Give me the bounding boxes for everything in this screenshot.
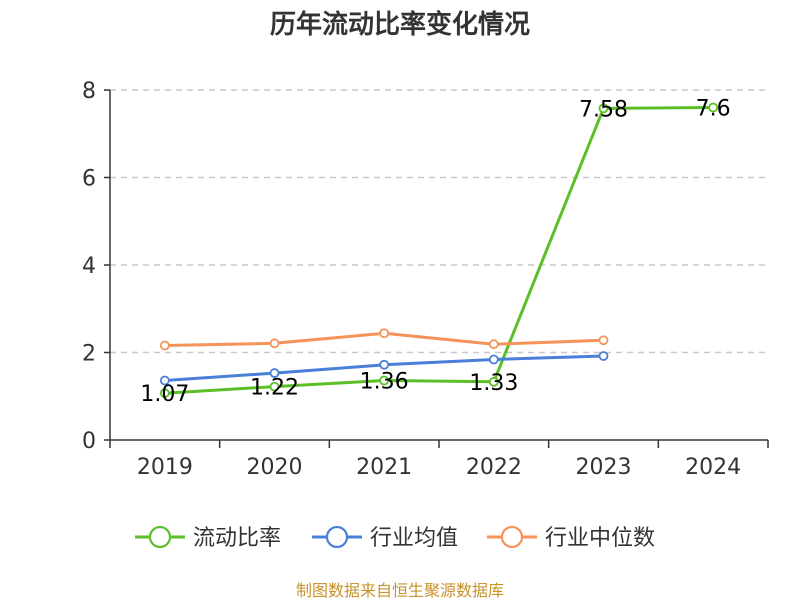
- data-point-0-5[interactable]: [708, 102, 719, 113]
- legend-swatch-marker-1: [325, 525, 349, 549]
- y-tick-label-6: 6: [82, 167, 96, 192]
- data-label-0-3: 1.33: [469, 371, 518, 396]
- legend-label-0: 流动比率: [193, 526, 281, 551]
- data-point-0-1[interactable]: [269, 381, 280, 392]
- data-point-1-3[interactable]: [488, 354, 499, 365]
- grid-lines: [110, 89, 768, 354]
- data-label-0-0: 1.07: [140, 382, 189, 407]
- data-point-1-0[interactable]: [159, 375, 170, 386]
- data-point-1-1[interactable]: [269, 368, 280, 378]
- series-lines: [159, 102, 719, 399]
- axes: 0 2 4 6 8 2019 2020 2021 2022 2023 2024: [82, 79, 769, 480]
- data-point-1-4[interactable]: [598, 351, 609, 361]
- data-point-2-2[interactable]: [379, 328, 390, 339]
- data-label-0-5: 7.6: [696, 97, 731, 122]
- data-point-0-4[interactable]: [598, 103, 609, 114]
- y-tick-label-2: 2: [82, 342, 96, 367]
- data-point-2-3[interactable]: [488, 339, 499, 350]
- legend-swatch-marker-0: [148, 525, 172, 549]
- data-point-2-1[interactable]: [269, 338, 280, 349]
- x-tick-label-2020: 2020: [247, 455, 303, 480]
- legend-swatch-marker-2: [500, 525, 524, 549]
- data-point-2-0[interactable]: [159, 340, 170, 351]
- data-label-0-1: 1.22: [250, 376, 299, 401]
- legend-label-2: 行业中位数: [545, 526, 655, 551]
- data-point-0-2[interactable]: [379, 375, 390, 386]
- data-label-0-4: 7.58: [579, 97, 628, 122]
- data-point-0-3[interactable]: [488, 376, 499, 387]
- legend-label-1: 行业均值: [370, 526, 458, 551]
- legend-item-0[interactable]: 流动比率: [135, 525, 281, 551]
- legend-item-1[interactable]: 行业均值: [312, 525, 458, 551]
- data-labels: 1.07 1.22 1.36 1.33 7.58 7.6: [140, 97, 730, 408]
- x-tick-label-2023: 2023: [576, 455, 632, 480]
- chart-title: 历年流动比率变化情况: [270, 9, 530, 40]
- y-tick-label-4: 4: [82, 254, 96, 279]
- x-tick-label-2024: 2024: [685, 455, 741, 480]
- x-tick-label-2019: 2019: [137, 455, 193, 480]
- data-point-1-2[interactable]: [379, 359, 390, 370]
- y-tick-label-0: 0: [82, 429, 96, 454]
- source-note: 制图数据来自恒生聚源数据库: [296, 581, 504, 600]
- legend-item-2[interactable]: 行业中位数: [487, 525, 655, 551]
- series-line-0: [164, 106, 714, 395]
- x-tick-label-2021: 2021: [356, 455, 412, 480]
- y-tick-label-8: 8: [82, 79, 96, 104]
- legend[interactable]: 流动比率 行业均值 行业中位数: [135, 525, 655, 551]
- data-point-0-0[interactable]: [159, 388, 170, 399]
- x-tick-label-2022: 2022: [466, 455, 522, 480]
- data-point-2-4[interactable]: [598, 335, 609, 346]
- data-label-0-2: 1.36: [360, 370, 409, 395]
